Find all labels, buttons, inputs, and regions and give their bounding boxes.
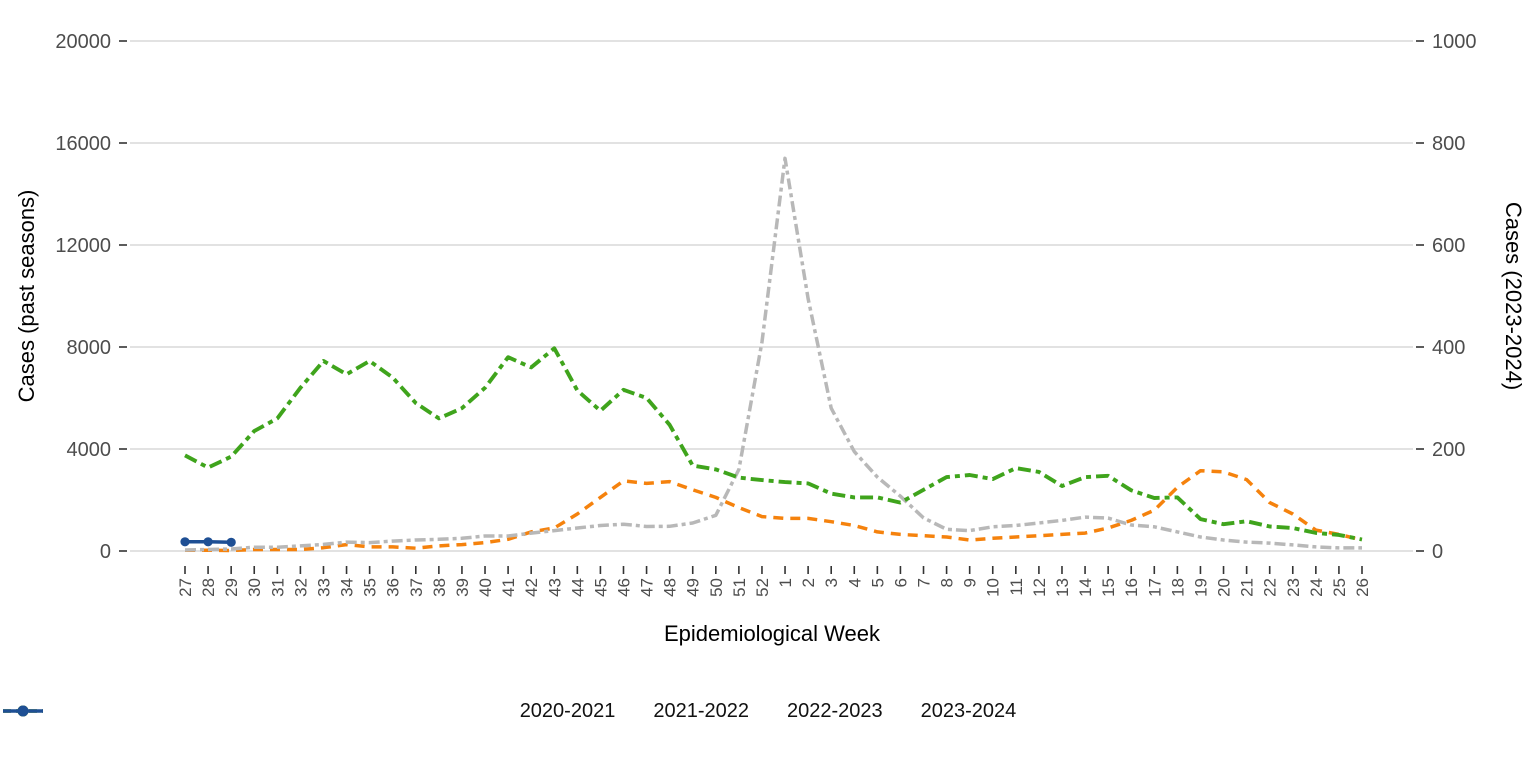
data-point-2023-2024 [203, 537, 213, 547]
x-tick-label: 46 [614, 578, 633, 597]
x-tick-label: 3 [822, 578, 841, 587]
y-tick-label-left: 12000 [55, 235, 111, 257]
x-tick-label: 13 [1053, 578, 1072, 597]
x-tick-label: 16 [1122, 578, 1141, 597]
x-tick-label: 37 [407, 578, 426, 597]
y-tick-label-left: 8000 [67, 337, 112, 359]
y-tick-label-right: 600 [1432, 235, 1465, 257]
legend-item-2020-2021: 2020-2021 [3, 700, 616, 723]
x-tick-label: 27 [176, 578, 195, 597]
x-tick-label: 51 [730, 578, 749, 597]
x-tick-label: 34 [338, 578, 357, 597]
y-tick-label-right: 1000 [1432, 31, 1477, 53]
x-tick-label: 44 [568, 578, 587, 597]
y-tick-label-left: 0 [100, 541, 111, 563]
legend-label: 2020-2021 [519, 700, 616, 722]
x-tick-label: 36 [384, 578, 403, 597]
y-tick-label-left: 4000 [67, 439, 112, 461]
y-tick-label-right: 800 [1432, 133, 1465, 155]
x-tick-label: 49 [684, 578, 703, 597]
x-tick-label: 23 [1284, 578, 1303, 597]
x-axis-title: Epidemiological Week [664, 621, 881, 646]
y-tick-label-right: 200 [1432, 439, 1465, 461]
x-tick-label: 11 [1007, 578, 1026, 596]
series-line-2021-2022 [184, 156, 1362, 552]
y-axis-title-right: Cases (2023-2024) [1501, 202, 1526, 390]
legend-key-2023-2024 [3, 705, 43, 717]
y-tick-label-right: 400 [1432, 337, 1465, 359]
x-tick-label: 25 [1330, 578, 1349, 597]
legend-item-2021-2022: 2021-2022 [3, 700, 749, 723]
x-tick-label: 24 [1307, 578, 1326, 597]
x-tick-label: 35 [361, 578, 380, 597]
data-point-2023-2024 [226, 537, 236, 547]
x-tick-label: 33 [314, 578, 333, 597]
x-tick-label: 40 [476, 578, 495, 597]
y-tick-label-right: 0 [1432, 541, 1443, 563]
x-tick-label: 10 [984, 578, 1003, 597]
series-lines [180, 156, 1363, 553]
x-tick-label: 45 [591, 578, 610, 597]
x-tick-label: 4 [845, 578, 864, 587]
axes: 0 0 4000 200 8000 400 12000 600 16000 800 20000 100… [55, 31, 1476, 597]
legend-item-2023-2024: 2023-2024 [3, 700, 1017, 723]
x-tick-label: 2 [799, 578, 818, 587]
legend-item-2022-2023: 2022-2023 [3, 700, 883, 723]
x-tick-label: 6 [891, 578, 910, 587]
y-axis-title-left: Cases (past seasons) [14, 190, 39, 403]
x-tick-label: 26 [1353, 578, 1372, 597]
chart-legend: 2020-2021 2021-2022 2022-2023 2023-2024 [0, 700, 1536, 723]
legend-label: 2021-2022 [653, 700, 749, 722]
x-tick-label: 20 [1215, 578, 1234, 597]
x-tick-label: 39 [453, 578, 472, 597]
x-tick-label: 12 [1030, 578, 1049, 597]
x-tick-label: 19 [1191, 578, 1210, 597]
x-tick-label: 31 [268, 578, 287, 597]
y-tick-label-left: 16000 [55, 133, 111, 155]
x-tick-label: 14 [1076, 578, 1095, 597]
gridlines [130, 40, 1413, 552]
x-tick-label: 22 [1261, 578, 1280, 597]
x-tick-label: 32 [291, 578, 310, 597]
x-tick-label: 41 [499, 578, 518, 597]
x-tick-label: 8 [938, 578, 957, 587]
x-tick-label: 17 [1145, 578, 1164, 597]
x-tick-label: 43 [545, 578, 564, 597]
x-tick-label: 1 [776, 578, 795, 587]
x-tick-label: 29 [222, 578, 241, 597]
line-chart: 0 0 4000 200 8000 400 12000 600 16000 800 20000 100… [14, 31, 1526, 646]
x-tick-label: 5 [868, 578, 887, 587]
x-tick-label: 15 [1099, 578, 1118, 597]
x-tick-label: 18 [1168, 578, 1187, 597]
x-tick-label: 9 [961, 578, 980, 587]
x-tick-label: 47 [638, 578, 657, 597]
legend-key-dot [17, 705, 29, 717]
data-point-2023-2024 [180, 537, 190, 547]
x-tick-label: 50 [707, 578, 726, 597]
x-tick-label: 52 [753, 578, 772, 597]
x-tick-label: 7 [915, 578, 934, 587]
series-line-2022-2023 [184, 346, 1363, 542]
x-tick-label: 21 [1238, 578, 1257, 597]
x-tick-label: 42 [522, 578, 541, 597]
y-tick-label-left: 20000 [55, 31, 111, 53]
legend-label: 2023-2024 [920, 700, 1017, 722]
x-tick-label: 28 [199, 578, 218, 597]
legend-label: 2022-2023 [787, 700, 883, 722]
series-line-2020-2021 [185, 468, 1363, 553]
x-tick-label: 38 [430, 578, 449, 597]
x-tick-label: 48 [661, 578, 680, 597]
x-tick-label: 30 [245, 578, 264, 597]
